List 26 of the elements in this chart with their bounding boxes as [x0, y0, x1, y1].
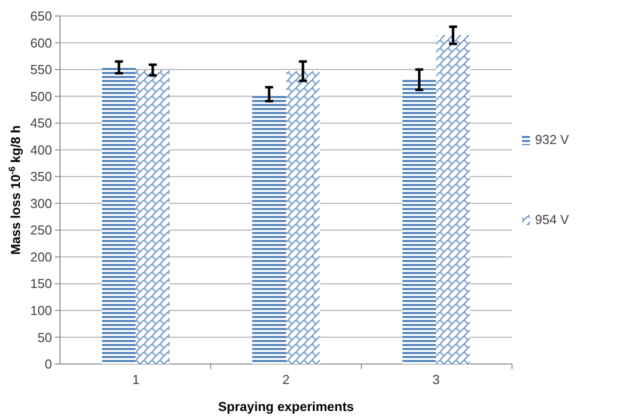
x-tick-label: 2 [282, 372, 290, 387]
x-axis-title: Spraying experiments [218, 399, 354, 414]
y-tick-label: 100 [30, 303, 52, 318]
y-tick-label: 400 [30, 142, 52, 158]
bar [136, 70, 170, 364]
y-tick-label: 650 [30, 8, 52, 24]
x-tick-label: 3 [432, 372, 440, 387]
bar [436, 35, 470, 364]
y-tick-label: 0 [44, 356, 52, 372]
y-tick-label: 200 [30, 249, 52, 264]
x-tick-label: 1 [132, 372, 140, 387]
y-tick-label: 50 [38, 330, 52, 345]
y-tick-label: 300 [30, 196, 52, 211]
y-tick-label: 500 [30, 88, 52, 104]
y-tick-label: 600 [30, 35, 52, 50]
legend-label: 932 V [535, 132, 570, 147]
bar [252, 94, 286, 364]
y-tick-label: 150 [30, 276, 52, 292]
bar [286, 71, 320, 364]
y-tick-label: 350 [30, 169, 52, 184]
y-tick-label: 450 [30, 116, 52, 131]
y-tick-label: 250 [30, 222, 52, 238]
bar [102, 67, 136, 364]
y-tick-label: 550 [30, 62, 52, 78]
bar [402, 80, 436, 364]
legend-label: 954 V [535, 212, 570, 227]
